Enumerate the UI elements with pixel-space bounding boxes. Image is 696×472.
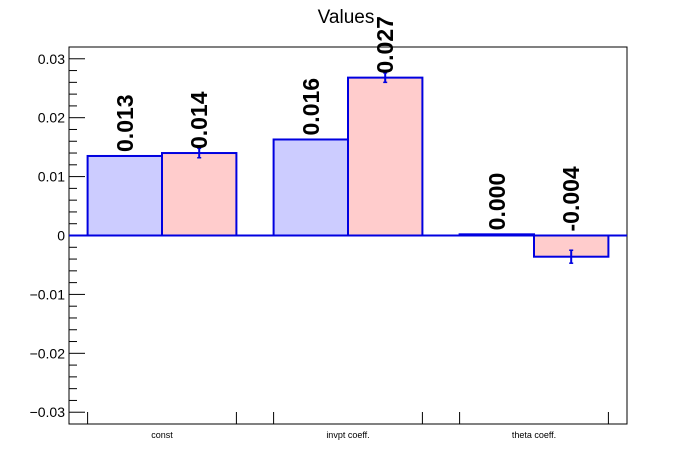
y-tick-label: 0.03 (38, 51, 65, 67)
bars-group (69, 72, 627, 264)
y-axis: 0.03 0.02 0.01 0 −0.01 −0.02 −0.03 (30, 46, 85, 425)
y-tick-label: 0 (57, 228, 65, 244)
bar (347, 76, 424, 237)
data-label: 0.016 (298, 78, 324, 136)
data-label: 0.014 (186, 91, 212, 149)
y-tick-label: 0.02 (38, 110, 65, 126)
data-labels-group: 0.013 0.016 0.000 0.014 0.027 -0.004 (112, 16, 584, 231)
y-tick-label: −0.03 (30, 404, 66, 420)
x-axis: const invpt coeff. theta coeff. (87, 412, 609, 440)
y-tick-label: −0.02 (30, 345, 66, 361)
bar (86, 154, 163, 237)
x-tick-label: theta coeff. (512, 430, 556, 440)
y-tick-label: 0.01 (38, 169, 65, 185)
data-label: -0.004 (558, 166, 584, 231)
chart-title: Values (318, 7, 375, 28)
x-tick-label: invpt coeff. (326, 430, 369, 440)
data-label: 0.000 (484, 173, 510, 231)
bar (161, 152, 238, 237)
data-label: 0.013 (112, 94, 138, 152)
data-label: 0.027 (372, 16, 398, 74)
y-tick-label: −0.01 (30, 286, 66, 302)
x-tick-label: const (151, 430, 173, 440)
bar (272, 138, 350, 237)
